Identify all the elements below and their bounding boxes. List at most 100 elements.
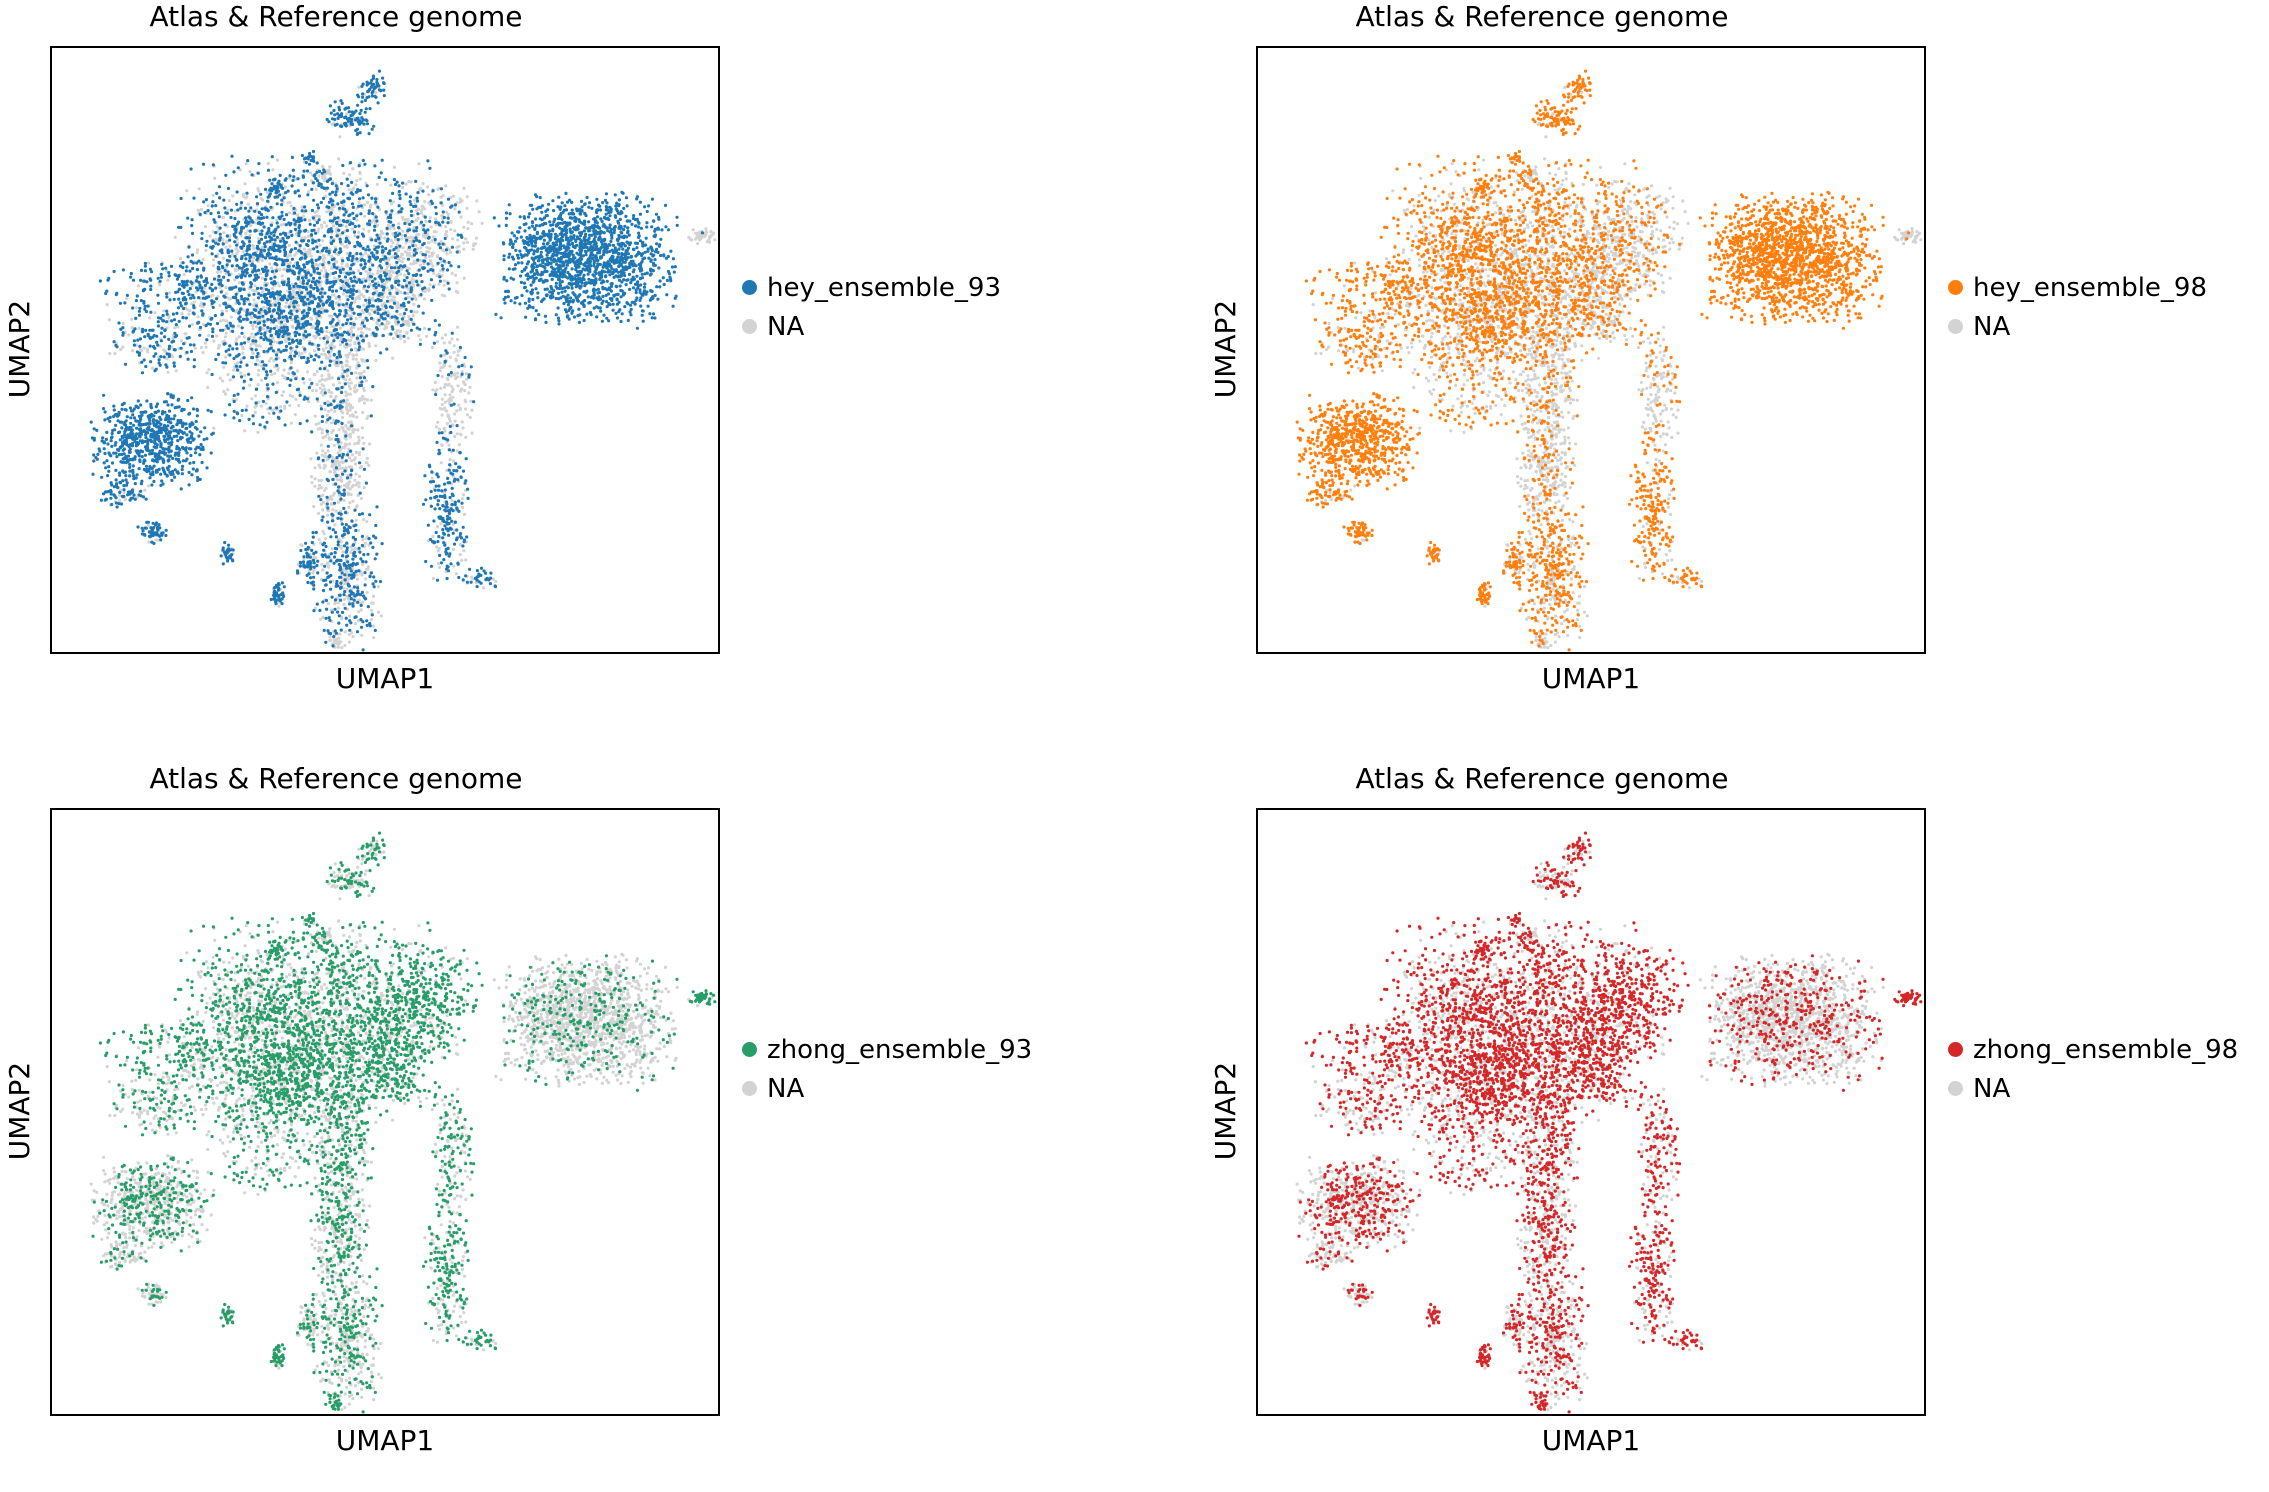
na-point bbox=[354, 371, 358, 375]
na-point bbox=[386, 295, 390, 299]
highlight-point bbox=[328, 192, 332, 196]
na-point bbox=[404, 182, 408, 186]
na-point bbox=[453, 273, 458, 277]
na-point bbox=[328, 638, 332, 643]
highlight-point bbox=[405, 276, 409, 280]
na-point bbox=[439, 522, 443, 526]
na-point bbox=[353, 622, 358, 626]
na-point bbox=[362, 277, 366, 281]
na-point bbox=[257, 400, 261, 404]
highlight-point bbox=[143, 304, 147, 308]
highlight-point bbox=[303, 253, 307, 257]
highlight-point bbox=[259, 308, 263, 312]
highlight-point bbox=[348, 213, 352, 217]
highlight-point bbox=[104, 291, 108, 296]
highlight-point bbox=[408, 222, 412, 226]
na-point bbox=[313, 414, 317, 418]
highlight-point bbox=[223, 342, 227, 346]
na-point bbox=[320, 374, 324, 378]
na-point bbox=[357, 327, 361, 331]
na-point bbox=[400, 215, 404, 219]
highlight-point bbox=[149, 310, 153, 314]
highlight-point bbox=[415, 196, 419, 200]
highlight-point bbox=[318, 367, 322, 371]
highlight-point bbox=[144, 364, 148, 369]
na-point bbox=[362, 370, 366, 374]
na-point bbox=[322, 532, 326, 536]
na-point bbox=[274, 325, 279, 329]
highlight-point bbox=[357, 164, 361, 168]
na-point bbox=[330, 122, 334, 126]
highlight-point bbox=[351, 254, 355, 259]
highlight-point bbox=[176, 306, 181, 310]
na-point bbox=[468, 385, 472, 389]
na-point bbox=[463, 398, 467, 402]
highlight-point bbox=[200, 231, 204, 235]
highlight-point bbox=[270, 182, 274, 186]
na-point bbox=[421, 182, 425, 186]
na-point bbox=[403, 339, 407, 344]
highlight-point bbox=[305, 169, 310, 173]
highlight-point bbox=[639, 304, 643, 308]
na-point bbox=[334, 296, 338, 300]
na-point bbox=[255, 325, 259, 329]
highlight-point bbox=[379, 171, 383, 175]
highlight-point bbox=[395, 291, 399, 295]
na-point bbox=[441, 194, 445, 198]
highlight-point bbox=[277, 416, 281, 420]
highlight-point bbox=[384, 210, 388, 214]
highlight-point bbox=[342, 213, 346, 217]
highlight-point bbox=[276, 225, 280, 229]
na-point bbox=[153, 311, 157, 315]
na-point bbox=[108, 351, 112, 356]
na-point bbox=[430, 239, 434, 243]
na-point bbox=[313, 466, 317, 470]
na-point bbox=[337, 219, 341, 223]
highlight-point bbox=[336, 202, 340, 206]
na-point bbox=[330, 324, 334, 328]
na-point bbox=[358, 315, 362, 319]
na-point bbox=[318, 426, 322, 430]
na-point bbox=[330, 342, 334, 346]
highlight-point bbox=[214, 204, 218, 208]
highlight-point bbox=[671, 257, 676, 261]
na-point bbox=[223, 327, 227, 331]
highlight-point bbox=[251, 422, 256, 426]
na-point bbox=[281, 374, 285, 378]
highlight-point bbox=[272, 411, 276, 415]
highlight-point bbox=[504, 216, 509, 220]
na-point bbox=[435, 524, 439, 529]
highlight-point bbox=[200, 289, 204, 293]
na-point bbox=[457, 403, 461, 407]
na-point bbox=[700, 234, 704, 238]
na-point bbox=[343, 446, 347, 450]
highlight-point bbox=[301, 377, 305, 381]
highlight-point bbox=[262, 367, 266, 371]
na-point bbox=[347, 173, 352, 177]
highlight-point bbox=[513, 267, 517, 271]
highlight-point bbox=[254, 387, 258, 391]
na-point bbox=[462, 549, 466, 553]
na-point bbox=[345, 262, 349, 266]
na-point bbox=[458, 197, 462, 201]
na-point bbox=[166, 370, 170, 374]
highlight-point bbox=[235, 412, 240, 416]
highlight-point bbox=[349, 301, 354, 305]
na-point bbox=[218, 303, 222, 308]
na-point bbox=[306, 234, 311, 238]
highlight-point bbox=[314, 353, 318, 357]
highlight-point bbox=[236, 392, 240, 396]
highlight-point bbox=[259, 332, 263, 336]
highlight-point bbox=[216, 267, 220, 271]
na-point bbox=[463, 389, 467, 393]
highlight-point bbox=[182, 285, 186, 289]
na-point bbox=[241, 351, 245, 355]
na-point bbox=[437, 427, 441, 431]
na-point bbox=[105, 303, 109, 307]
na-point bbox=[400, 260, 404, 264]
highlight-point bbox=[143, 269, 147, 273]
highlight-point bbox=[227, 259, 231, 263]
na-point bbox=[417, 162, 421, 166]
highlight-point bbox=[275, 202, 279, 206]
highlight-point bbox=[232, 356, 236, 361]
